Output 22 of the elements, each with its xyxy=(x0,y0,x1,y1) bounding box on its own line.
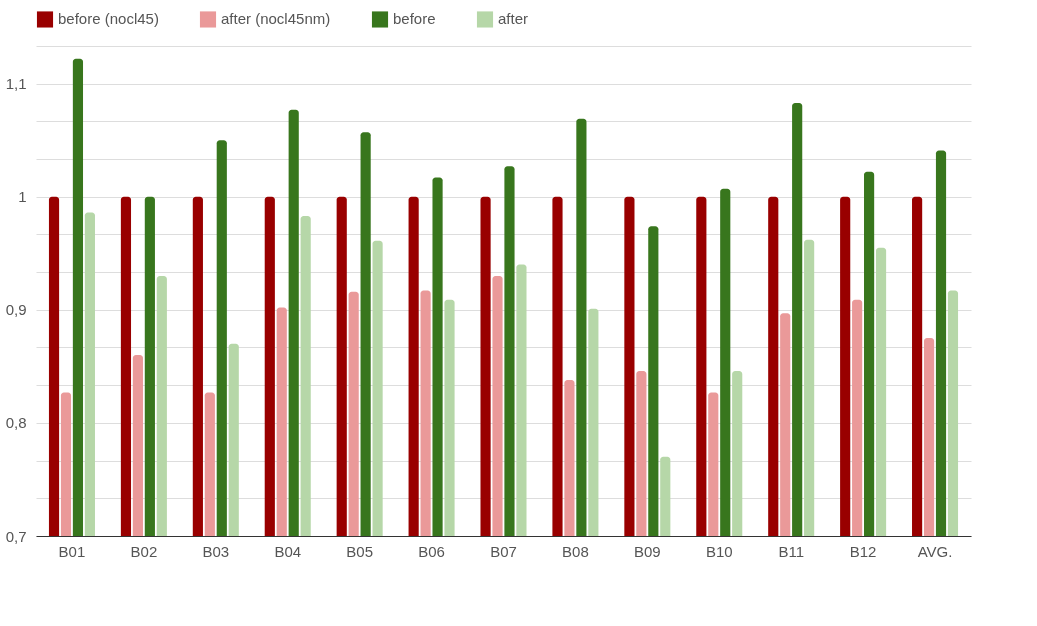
y-tick-label: 1,1 xyxy=(5,75,27,93)
y-tick-label: 0,8 xyxy=(5,414,27,432)
x-tick-label: B05 xyxy=(346,542,374,560)
x-tick-label: AVG. xyxy=(917,542,953,560)
x-tick-label: B01 xyxy=(58,542,86,560)
x-tick-label: B10 xyxy=(705,542,733,560)
legend-label: after xyxy=(498,10,529,28)
x-tick-label: B04 xyxy=(274,542,302,560)
x-tick-label: B12 xyxy=(849,542,877,560)
x-tick-label: B08 xyxy=(562,542,589,560)
x-tick-label: B03 xyxy=(202,542,230,560)
x-tick-label: B07 xyxy=(490,542,517,560)
y-tick-label: 0,9 xyxy=(5,301,27,319)
x-tick-label: B11 xyxy=(778,542,804,560)
legend-label: before xyxy=(393,10,436,28)
y-tick-label: 0,7 xyxy=(5,527,27,545)
legend-label: before (nocl45) xyxy=(58,10,159,28)
x-tick-label: B06 xyxy=(418,542,445,560)
x-tick-label: B09 xyxy=(633,542,661,560)
legend-label: after (nocl45nm) xyxy=(221,10,331,28)
x-tick-label: B02 xyxy=(130,542,158,560)
y-tick-label: 1 xyxy=(18,188,27,206)
